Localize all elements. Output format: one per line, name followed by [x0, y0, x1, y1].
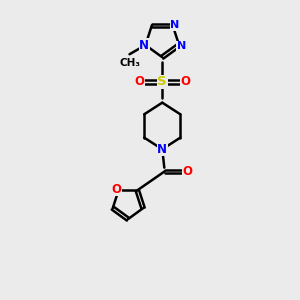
- Text: O: O: [182, 165, 192, 178]
- Text: N: N: [139, 38, 149, 52]
- Text: S: S: [158, 75, 167, 88]
- Text: O: O: [181, 75, 190, 88]
- Text: CH₃: CH₃: [119, 58, 140, 68]
- Text: O: O: [134, 75, 144, 88]
- Text: N: N: [157, 143, 167, 156]
- Text: N: N: [170, 20, 180, 30]
- Text: O: O: [111, 183, 121, 196]
- Text: N: N: [177, 41, 186, 51]
